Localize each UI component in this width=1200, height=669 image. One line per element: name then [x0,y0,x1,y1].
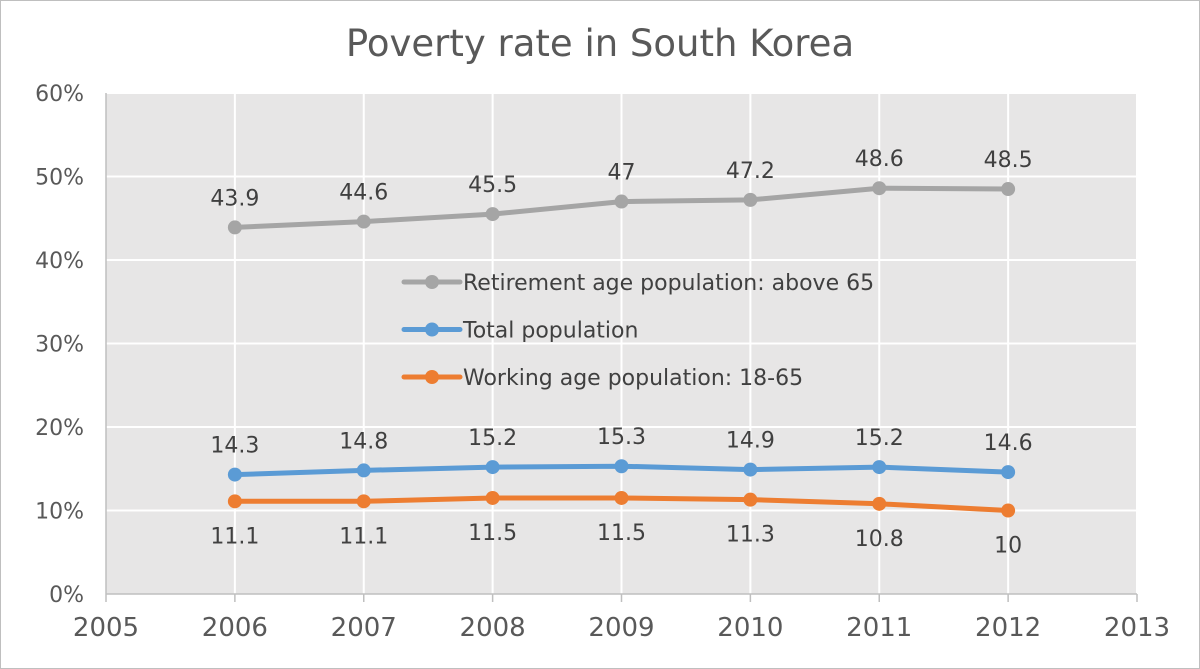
data-label: 11.5 [468,521,517,546]
data-point [356,214,371,229]
y-tick-label: 10% [35,500,84,525]
legend-marker-icon [425,322,439,337]
data-label: 10.8 [855,527,904,552]
chart-title: Poverty rate in South Korea [346,22,854,65]
legend-item: Total population [401,319,638,344]
data-label: 15.2 [855,426,904,451]
data-point [227,220,242,235]
legend-label: Working age population: 18-65 [463,366,803,391]
data-label: 14.6 [984,431,1033,456]
data-label: 48.6 [855,147,904,172]
y-tick-label: 20% [35,416,84,441]
data-label: 44.6 [339,181,388,206]
x-tick-label: 2010 [717,613,783,643]
x-tick-label: 2012 [975,613,1041,643]
x-tick-label: 2005 [73,613,139,643]
data-point [743,192,758,207]
series-2: 14.3 14.8 15.2 15.3 14.9 15.2 14.6 [210,425,1033,482]
data-label: 15.3 [597,425,646,450]
legend: Retirement age population: above 65 Total… [401,271,874,391]
legend-marker-icon [425,370,439,384]
data-point [485,490,500,505]
y-tick-label: 30% [35,333,84,358]
data-point [614,194,629,209]
data-point [356,494,371,509]
data-point [872,496,887,511]
data-label: 14.3 [210,434,259,459]
x-tick-label: 2013 [1104,613,1170,643]
data-label: 11.1 [210,524,259,549]
data-label: 11.5 [597,521,646,546]
data-label: 47.2 [726,159,775,184]
data-label: 14.8 [339,429,388,454]
x-tick-label: 2011 [846,613,912,643]
data-label: 47 [608,161,636,186]
data-label: 48.5 [984,148,1033,173]
data-point [872,460,887,475]
series-1: 43.9 44.6 45.5 47 47.2 48.6 48.5 [210,147,1033,235]
data-point [743,462,758,477]
x-tick-label: 2008 [460,613,526,643]
data-point [1001,182,1016,197]
series-3: 11.1 11.1 11.5 11.5 11.3 10.8 10 [210,490,1022,559]
data-point [356,463,371,478]
data-point [614,490,629,505]
legend-label: Retirement age population: above 65 [463,271,874,296]
data-point [227,494,242,509]
data-label: 43.9 [210,186,259,211]
legend-item: Working age population: 18-65 [401,366,803,391]
data-point [614,459,629,474]
x-tick-label: 2007 [331,613,397,643]
data-point [872,181,887,196]
y-tick-label: 60% [35,82,84,107]
data-label: 10 [994,534,1022,559]
data-label: 45.5 [468,173,517,198]
data-label: 11.1 [339,524,388,549]
data-point [1001,503,1016,518]
x-tick-label: 2006 [202,613,268,643]
data-label: 14.9 [726,429,775,454]
y-tick-label: 0% [49,583,84,608]
legend-marker-icon [425,275,439,289]
x-tick-label: 2009 [588,613,654,643]
data-label: 15.2 [468,426,517,451]
data-point [1001,465,1016,480]
y-tick-label: 50% [35,166,84,191]
legend-item: Retirement age population: above 65 [401,271,874,296]
data-point [485,460,500,475]
y-tick-label: 40% [35,249,84,274]
data-point [485,207,500,222]
legend-label: Total population [462,319,638,344]
data-point [227,467,242,482]
data-point [743,492,758,507]
data-label: 11.3 [726,523,775,548]
